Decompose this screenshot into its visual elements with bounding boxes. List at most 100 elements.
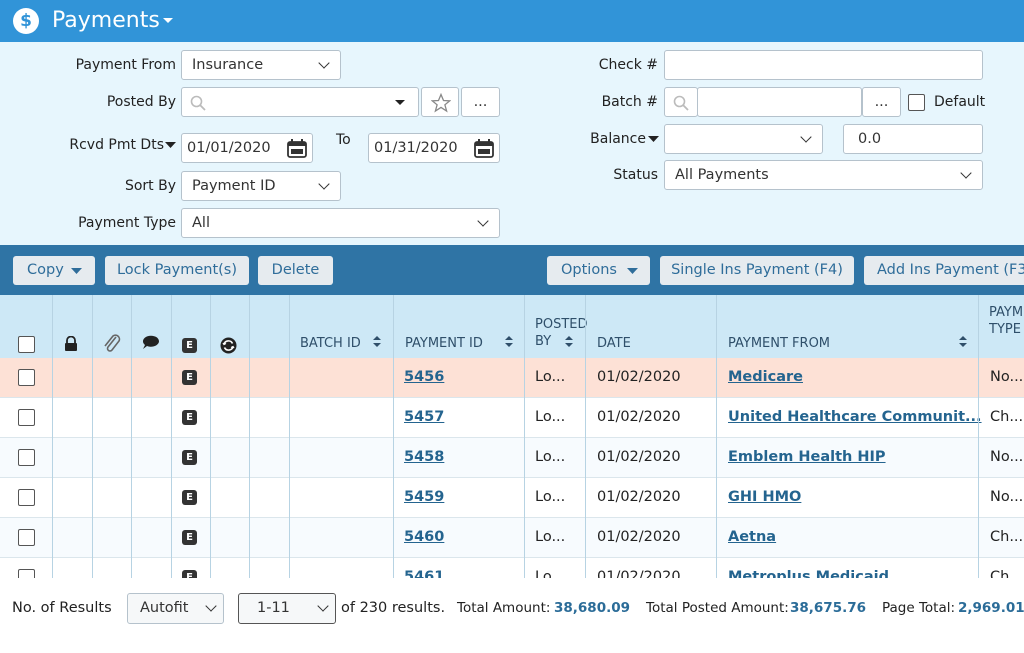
- table-row[interactable]: E 5458 Lo... 01/02/2020 Emblem Health HIP No.…: [0, 438, 1024, 478]
- toolbar-button[interactable]: Copy: [13, 256, 95, 285]
- toolbar-button[interactable]: Add Ins Payment (F3: [864, 256, 1024, 285]
- title-caret: [163, 18, 173, 23]
- star-icon: [431, 93, 451, 113]
- payment-id-link[interactable]: 5461: [404, 569, 445, 578]
- filter-label[interactable]: Rcvd Pmt Dts: [69, 137, 164, 153]
- select-value: All: [192, 215, 210, 231]
- row-checkbox[interactable]: [18, 449, 35, 466]
- payment-id-link[interactable]: 5457: [404, 409, 445, 425]
- row-checkbox[interactable]: [18, 489, 35, 506]
- select-all-checkbox[interactable]: [18, 336, 35, 353]
- toolbar-button[interactable]: Lock Payment(s): [105, 256, 249, 285]
- filter-label: Payment Type: [78, 215, 176, 231]
- payment-id-link[interactable]: 5456: [404, 369, 445, 385]
- select-value: 1-11: [257, 600, 290, 616]
- payment-from-link[interactable]: GHI HMO: [728, 489, 802, 505]
- header-bar: $ Payments: [0, 0, 1024, 42]
- payment-from-link[interactable]: Emblem Health HIP: [728, 449, 886, 465]
- footer-label: No. of Results: [12, 600, 112, 616]
- select[interactable]: 1-11: [238, 593, 336, 624]
- row-checkbox[interactable]: [18, 569, 35, 578]
- search-select[interactable]: [181, 87, 419, 117]
- column-header[interactable]: POSTED BY: [535, 317, 588, 349]
- text-input[interactable]: [664, 50, 983, 80]
- payment-type: Ch...: [990, 409, 1024, 425]
- table-row[interactable]: E 5461 Lo... 01/02/2020 Metroplus Medicaid Ch…: [0, 558, 1024, 578]
- payment-id-link[interactable]: 5459: [404, 489, 445, 505]
- column-header[interactable]: PAYMENT TYPE: [989, 305, 1024, 337]
- select[interactable]: [664, 124, 823, 154]
- payment-from-link[interactable]: Aetna: [728, 529, 777, 545]
- posted-by: Lo...: [535, 489, 566, 505]
- date-input[interactable]: 01/31/2020: [368, 133, 500, 163]
- favorite-button[interactable]: [421, 87, 459, 117]
- text-input[interactable]: [697, 87, 862, 117]
- table-row[interactable]: E 5456 Lo... 01/02/2020 Medicare No...: [0, 358, 1024, 398]
- toolbar-button[interactable]: Delete: [258, 256, 333, 285]
- date: 01/02/2020: [597, 569, 681, 578]
- more-button[interactable]: ...: [461, 87, 500, 117]
- date: 01/02/2020: [597, 409, 681, 425]
- row-checkbox[interactable]: [18, 369, 35, 386]
- column-header[interactable]: DATE: [597, 336, 631, 351]
- app-icon: $: [13, 8, 39, 34]
- payment-from-link[interactable]: Medicare: [728, 369, 803, 385]
- row-checkbox[interactable]: [18, 409, 35, 426]
- posted-by: Lo...: [535, 529, 566, 545]
- footer-label: Total Posted Amount:: [646, 600, 789, 616]
- filter-label: Posted By: [106, 94, 176, 110]
- posted-by: Lo...: [535, 569, 566, 578]
- e-icon: E: [182, 490, 197, 505]
- posted-by: Lo...: [535, 369, 566, 385]
- search-button[interactable]: [664, 87, 698, 117]
- payment-from-link[interactable]: Metroplus Medicaid: [728, 569, 890, 578]
- e-icon: E: [182, 450, 197, 465]
- select[interactable]: Payment ID: [181, 171, 341, 201]
- column-header[interactable]: PAYMENT FROM: [728, 336, 831, 351]
- payment-type: No...: [990, 369, 1024, 385]
- text-input[interactable]: 0.0: [843, 124, 983, 154]
- table-row[interactable]: E 5460 Lo... 01/02/2020 Aetna Ch...: [0, 518, 1024, 558]
- select-value: Insurance: [192, 57, 264, 73]
- posted-by: Lo...: [535, 409, 566, 425]
- select-value: All Payments: [675, 167, 769, 183]
- caret: [627, 268, 638, 274]
- calendar-icon: [474, 139, 494, 158]
- e-icon: E: [182, 530, 197, 545]
- date-value: 01/01/2020: [187, 140, 271, 156]
- date-input[interactable]: 01/01/2020: [181, 133, 313, 163]
- lock-icon: [65, 336, 77, 351]
- toolbar-button[interactable]: Single Ins Payment (F4): [660, 256, 854, 285]
- page-title[interactable]: Payments: [52, 8, 160, 33]
- payment-id-link[interactable]: 5458: [404, 449, 445, 465]
- caret: [71, 268, 82, 274]
- calendar-icon: [287, 139, 307, 158]
- footer-label: of 230 results.: [341, 600, 446, 616]
- row-checkbox[interactable]: [18, 529, 35, 546]
- payment-from-link[interactable]: United Healthcare Communit...: [728, 409, 982, 425]
- filter-label: Status: [613, 167, 658, 183]
- date: 01/02/2020: [597, 449, 681, 465]
- footer-value: 38,680.09: [554, 600, 631, 616]
- e-icon: E: [182, 410, 197, 425]
- select[interactable]: All: [181, 208, 500, 238]
- e-icon: E: [182, 370, 197, 385]
- select[interactable]: Insurance: [181, 50, 341, 80]
- column-header[interactable]: BATCH ID: [300, 336, 361, 351]
- more-button[interactable]: ...: [862, 87, 901, 117]
- table-header: [0, 295, 1024, 358]
- toolbar-button[interactable]: Options: [547, 256, 650, 285]
- checkbox[interactable]: [908, 94, 925, 111]
- caret: [395, 100, 405, 105]
- payment-id-link[interactable]: 5460: [404, 529, 445, 545]
- date: 01/02/2020: [597, 489, 681, 505]
- table-row[interactable]: E 5457 Lo... 01/02/2020 United Healthcare Co…: [0, 398, 1024, 438]
- table-row[interactable]: E 5459 Lo... 01/02/2020 GHI HMO No...: [0, 478, 1024, 518]
- button-label: Copy: [27, 262, 64, 278]
- select[interactable]: All Payments: [664, 160, 983, 190]
- column-header[interactable]: PAYMENT ID: [405, 336, 483, 351]
- select[interactable]: Autofit: [127, 593, 224, 624]
- filter-label[interactable]: Balance: [590, 131, 646, 147]
- payment-type: No...: [990, 489, 1024, 505]
